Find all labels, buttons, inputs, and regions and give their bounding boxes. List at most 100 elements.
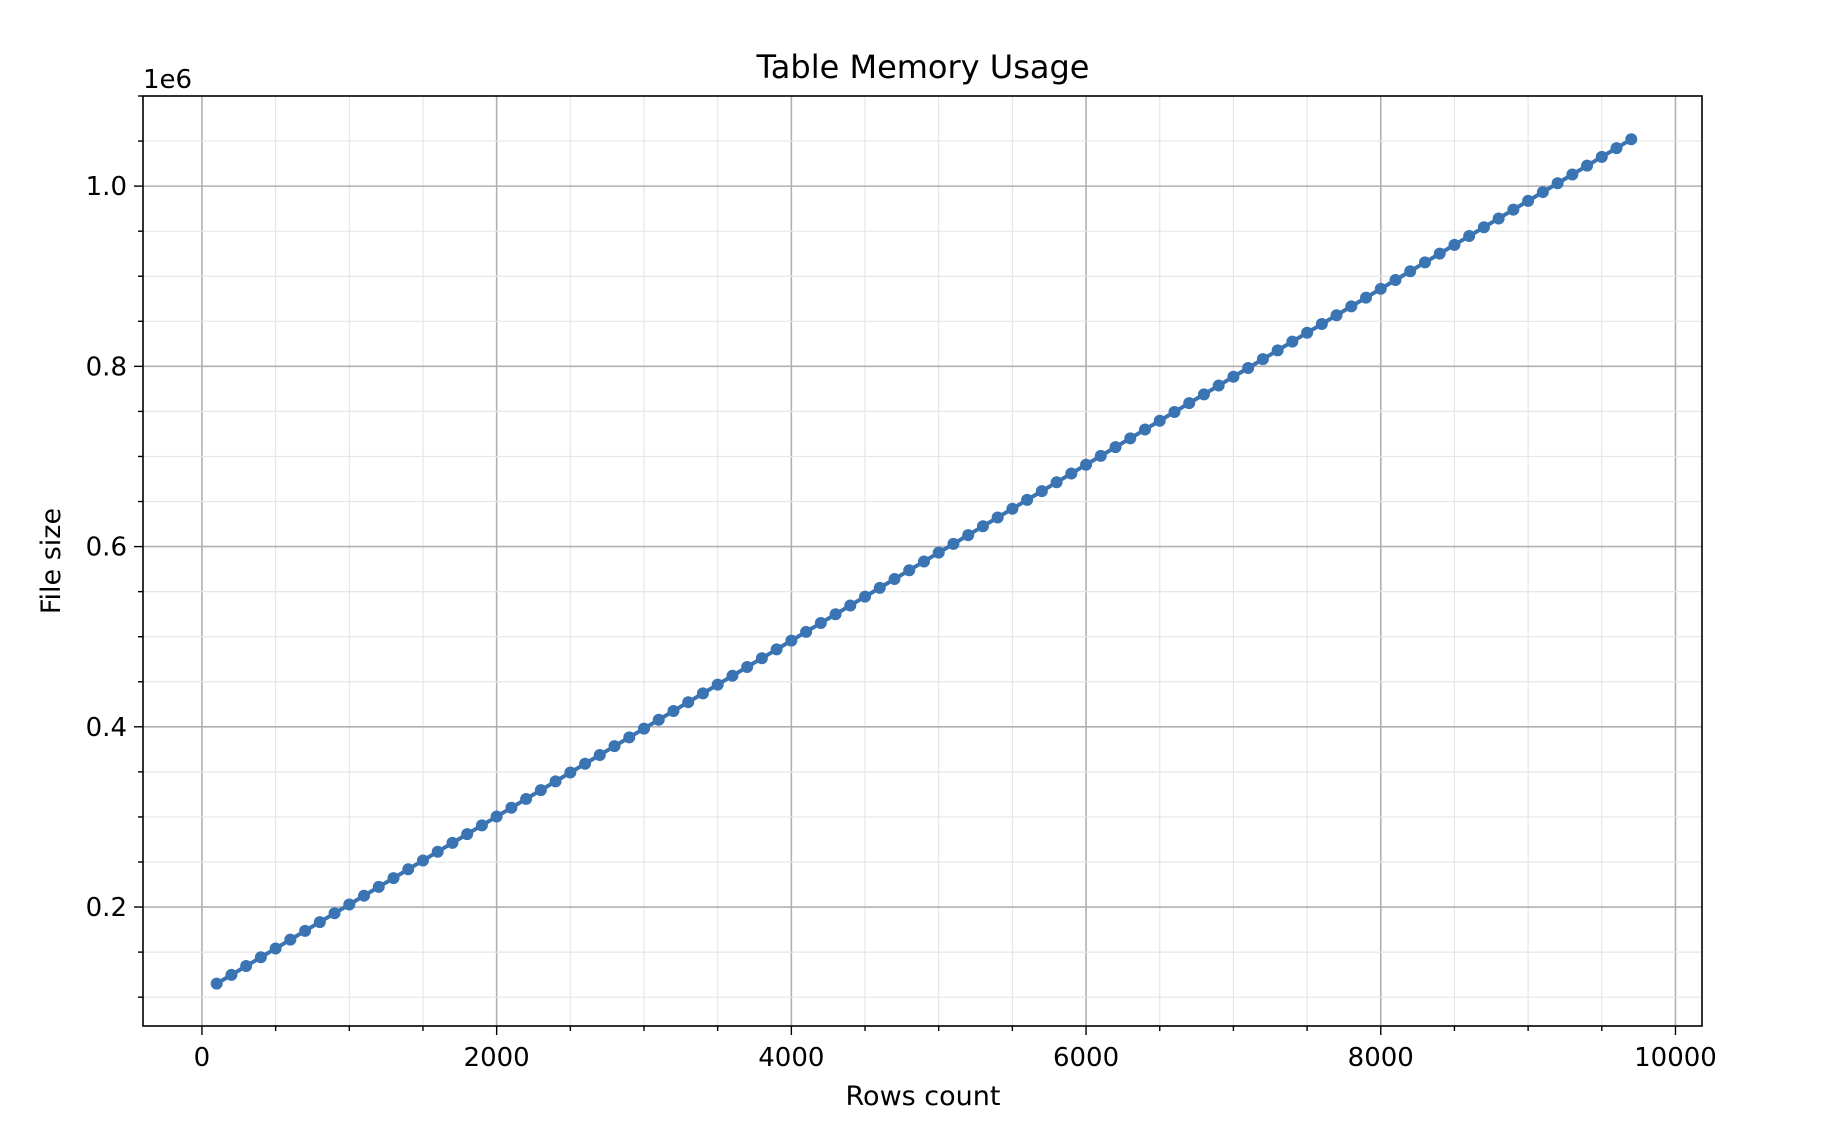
data-point xyxy=(1374,282,1387,295)
data-point xyxy=(402,863,415,876)
data-point xyxy=(1345,300,1358,313)
y-tick-label: 0.6 xyxy=(86,533,127,563)
data-point xyxy=(254,951,267,964)
data-point xyxy=(1581,159,1594,172)
data-point xyxy=(962,529,975,542)
data-point xyxy=(623,731,636,744)
data-point xyxy=(1065,467,1078,480)
data-point xyxy=(1595,150,1608,163)
data-point xyxy=(814,617,827,630)
data-point xyxy=(1404,265,1417,278)
grid-lines xyxy=(143,95,1702,1026)
y-tick-label: 0.2 xyxy=(86,893,127,923)
data-point xyxy=(1315,317,1328,330)
data-point xyxy=(299,924,312,937)
data-point xyxy=(505,801,518,814)
data-point xyxy=(1551,177,1564,190)
data-point xyxy=(947,537,960,550)
data-point xyxy=(1301,326,1314,339)
data-point xyxy=(1566,168,1579,181)
data-point xyxy=(1094,449,1107,462)
data-point xyxy=(1477,221,1490,234)
data-point xyxy=(1492,212,1505,225)
data-point xyxy=(903,564,916,577)
data-point xyxy=(225,968,238,981)
data-point xyxy=(696,687,709,700)
y-tick-label: 0.4 xyxy=(86,713,127,743)
data-point xyxy=(1522,194,1535,207)
x-tick-label: 0 xyxy=(194,1043,211,1073)
data-point xyxy=(1463,230,1476,243)
data-point xyxy=(579,757,592,770)
data-point xyxy=(726,669,739,682)
data-point xyxy=(873,581,886,594)
data-point xyxy=(1507,203,1520,216)
data-point xyxy=(1625,133,1638,146)
data-point xyxy=(1050,476,1063,489)
x-tick-label: 4000 xyxy=(758,1043,824,1073)
data-point xyxy=(638,722,651,735)
data-point xyxy=(1536,186,1549,199)
data-point xyxy=(490,810,503,823)
data-point xyxy=(1389,274,1402,287)
data-point xyxy=(785,634,798,647)
data-point xyxy=(667,704,680,717)
data-point xyxy=(859,590,872,603)
data-point xyxy=(1124,432,1137,445)
data-point xyxy=(284,933,297,946)
data-point xyxy=(269,942,282,955)
data-point xyxy=(1271,344,1284,357)
data-point xyxy=(1035,485,1048,498)
data-point xyxy=(240,960,253,973)
plot-frame xyxy=(142,95,1703,1027)
data-point xyxy=(387,872,400,885)
data-point xyxy=(917,555,930,568)
data-point xyxy=(991,511,1004,524)
data-point xyxy=(1212,379,1225,392)
data-point xyxy=(1433,247,1446,260)
data-point xyxy=(313,916,326,929)
data-point xyxy=(1330,309,1343,322)
x-tick-label: 2000 xyxy=(464,1043,530,1073)
data-point xyxy=(1139,423,1152,436)
data-point xyxy=(800,625,813,638)
data-point xyxy=(741,661,754,674)
data-point xyxy=(1006,502,1019,515)
y-axis-label: File size xyxy=(36,508,67,614)
x-tick-label: 10000 xyxy=(1634,1043,1717,1073)
data-point xyxy=(1021,493,1034,506)
data-point xyxy=(446,836,459,849)
data-point xyxy=(1286,335,1299,348)
x-tick-label: 8000 xyxy=(1348,1043,1414,1073)
data-point xyxy=(1183,397,1196,410)
x-tick-label: 6000 xyxy=(1053,1043,1119,1073)
data-point xyxy=(416,854,429,867)
data-point xyxy=(770,643,783,656)
data-point xyxy=(461,828,474,841)
chart-title: Table Memory Usage xyxy=(756,48,1090,86)
data-point xyxy=(534,784,547,797)
y-tick-label: 0.8 xyxy=(86,352,127,382)
data-point xyxy=(549,775,562,788)
data-point xyxy=(520,792,533,805)
x-axis-label: Rows count xyxy=(846,1081,1001,1112)
data-point xyxy=(358,889,371,902)
axis-ticks: 0 2000 4000 6000 8000 10000 0.2 0.4 0.6 0.8 1.0 xyxy=(86,95,1717,1073)
data-point xyxy=(1197,388,1210,401)
data-points xyxy=(210,133,1638,990)
data-point xyxy=(711,678,724,691)
data-point xyxy=(1242,361,1255,374)
data-point xyxy=(652,713,665,726)
data-point xyxy=(1080,458,1093,471)
data-point xyxy=(682,696,695,709)
data-point xyxy=(431,845,444,858)
data-point xyxy=(593,748,606,761)
data-point xyxy=(328,907,341,920)
y-tick-label: 1.0 xyxy=(86,172,127,202)
data-point xyxy=(1168,405,1181,418)
data-point xyxy=(1109,441,1122,454)
data-point xyxy=(1360,291,1373,304)
data-point xyxy=(1418,256,1431,269)
data-point xyxy=(1227,370,1240,383)
